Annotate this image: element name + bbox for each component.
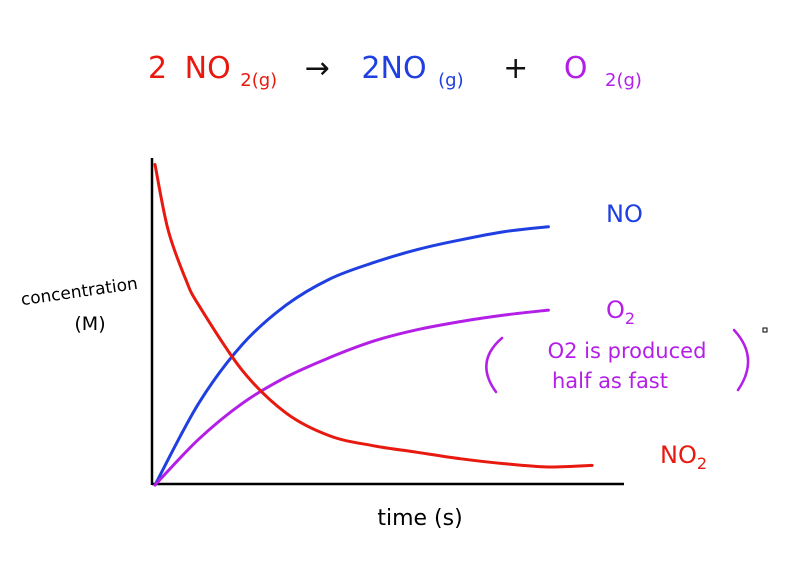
reaction-arrow: → bbox=[305, 51, 330, 86]
series-layer bbox=[153, 163, 594, 487]
series-label-no: NO bbox=[606, 200, 643, 228]
series-label-o2-main: O bbox=[606, 296, 625, 324]
series-label-o2-sub: 2 bbox=[625, 309, 635, 328]
reactant-subscript: 2(g) bbox=[240, 70, 277, 91]
series-line-no bbox=[153, 225, 550, 487]
stray-mark bbox=[762, 327, 768, 333]
y-axis-label: concentration bbox=[20, 274, 139, 310]
annotation-line2: half as fast bbox=[552, 369, 668, 393]
product-o2-formula: O bbox=[564, 51, 588, 86]
series-line-o2 bbox=[153, 308, 550, 487]
annotation-right-paren bbox=[732, 328, 750, 392]
product-o2-subscript: 2(g) bbox=[605, 70, 642, 91]
product-no-subscript: (g) bbox=[438, 70, 463, 91]
reaction-equation: 2 NO 2(g) → 2NO (g) + O 2(g) bbox=[148, 51, 642, 94]
reactant-coefficient: 2 bbox=[148, 51, 167, 86]
reactant-formula: NO bbox=[185, 51, 231, 86]
annotation-o2-rate: O2 is produced half as fast bbox=[485, 328, 750, 394]
series-label-no2-sub: 2 bbox=[697, 454, 707, 473]
plus-sign: + bbox=[503, 51, 528, 86]
series-line-no2 bbox=[153, 163, 594, 469]
annotation-left-paren bbox=[485, 336, 504, 394]
y-axis-label-line1: concentration bbox=[20, 274, 139, 310]
y-axis-unit: (M) bbox=[74, 313, 105, 335]
series-label-o2: O2 bbox=[606, 296, 635, 328]
annotation-line1: O2 is produced bbox=[548, 339, 707, 363]
series-label-no2: NO2 bbox=[660, 441, 707, 473]
x-axis-label: time (s) bbox=[377, 506, 462, 531]
product-no-formula: 2NO bbox=[361, 51, 426, 86]
series-label-no2-main: NO bbox=[660, 441, 697, 469]
